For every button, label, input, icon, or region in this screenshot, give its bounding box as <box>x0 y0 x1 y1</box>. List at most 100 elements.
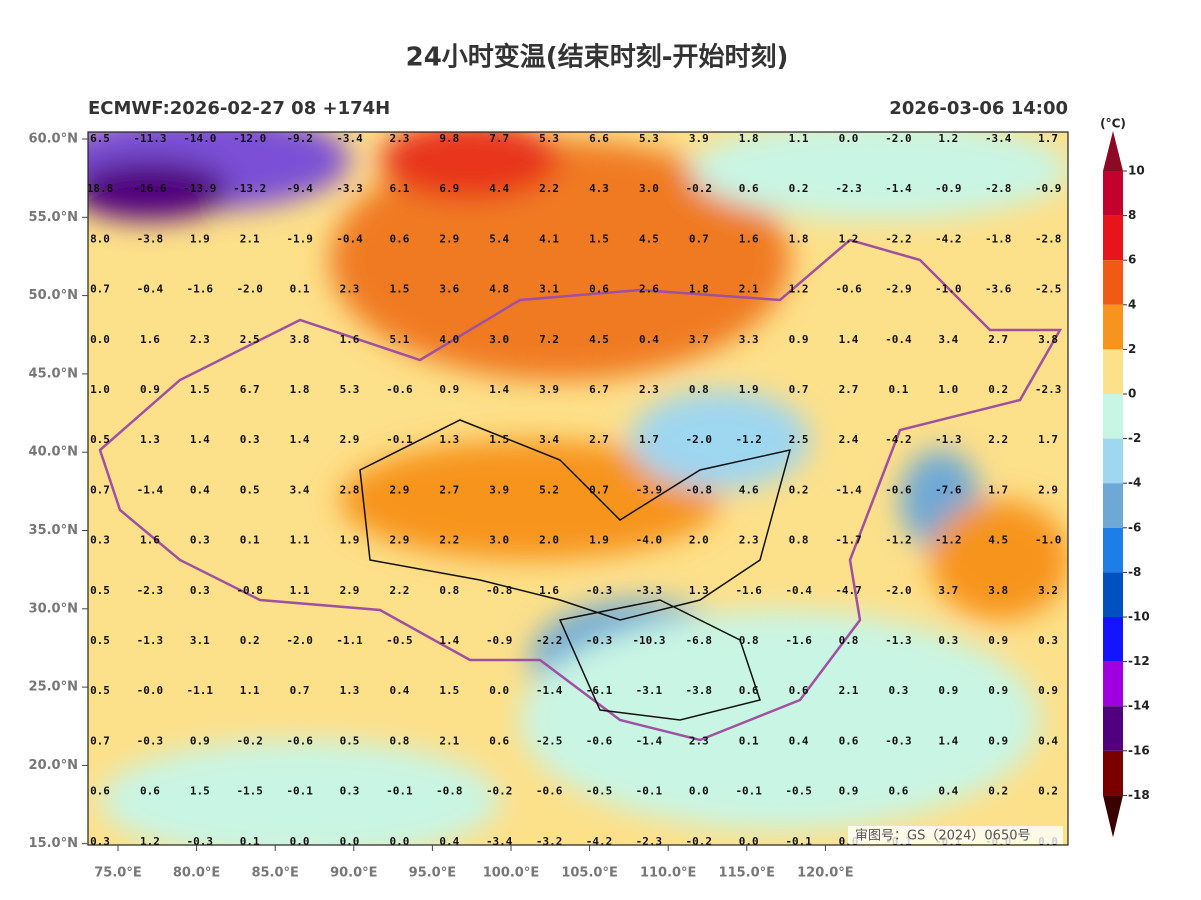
grid-value: -1.1 <box>336 634 363 647</box>
grid-value: 3.4 <box>290 483 310 496</box>
grid-value: -7.6 <box>935 483 962 496</box>
grid-value: 2.6 <box>639 283 659 296</box>
grid-value: 1.7 <box>1038 132 1058 145</box>
grid-value: 1.7 <box>639 433 659 446</box>
grid-value: 3.8 <box>290 333 310 346</box>
colorbar-label: 0 <box>1128 387 1136 401</box>
colorbar-box <box>1103 171 1123 216</box>
colorbar-label: 2 <box>1128 342 1136 356</box>
grid-value: -3.3 <box>636 584 663 597</box>
grid-value: -2.0 <box>885 584 912 597</box>
grid-value: 1.5 <box>489 433 509 446</box>
grid-value: -3.6 <box>985 283 1012 296</box>
grid-value: -1.4 <box>137 483 164 496</box>
grid-value: 0.8 <box>439 584 459 597</box>
grid-value: -1.4 <box>885 182 912 195</box>
lat-label: 50.0°N <box>29 288 78 303</box>
grid-value: 1.2 <box>789 283 809 296</box>
grid-value: -3.1 <box>636 684 663 697</box>
grid-value: 1.6 <box>140 534 160 547</box>
grid-value: 0.7 <box>589 483 609 496</box>
grid-value: 2.7 <box>839 383 859 396</box>
grid-value: 4.8 <box>489 283 509 296</box>
grid-value: 1.1 <box>290 534 310 547</box>
grid-value: 4.3 <box>589 182 609 195</box>
grid-value: 0.0 <box>389 835 409 848</box>
lat-label: 20.0°N <box>29 758 78 773</box>
grid-value: 3.7 <box>938 584 958 597</box>
grid-value: -0.2 <box>486 785 513 798</box>
grid-value: 2.7 <box>589 433 609 446</box>
grid-value: 0.6 <box>140 785 160 798</box>
grid-value: -0.6 <box>586 734 613 747</box>
grid-value: -2.3 <box>636 835 663 848</box>
grid-value: -13.2 <box>233 182 266 195</box>
grid-value: -0.6 <box>885 483 912 496</box>
grid-value: 0.0 <box>90 333 110 346</box>
grid-value: 3.8 <box>1038 333 1058 346</box>
grid-value: 0.1 <box>290 283 310 296</box>
grid-value: 1.4 <box>290 433 310 446</box>
lat-label: 45.0°N <box>29 366 78 381</box>
grid-value: -1.0 <box>935 283 962 296</box>
grid-value: -0.1 <box>636 785 663 798</box>
grid-value: 0.0 <box>340 835 360 848</box>
colorbar-label: -6 <box>1128 520 1141 534</box>
lat-label: 25.0°N <box>29 680 78 695</box>
grid-value: -2.3 <box>1035 383 1062 396</box>
grid-value: 4.5 <box>639 232 659 245</box>
grid-value: -2.5 <box>1035 283 1062 296</box>
grid-value: -0.4 <box>885 333 912 346</box>
grid-value: 1.9 <box>340 534 360 547</box>
grid-value: 1.7 <box>1038 433 1058 446</box>
grid-value: 0.0 <box>489 684 509 697</box>
grid-value: 4.0 <box>439 333 459 346</box>
grid-value: 1.0 <box>938 383 958 396</box>
review-number: 审图号：GS（2024）0650号 <box>855 829 1031 844</box>
grid-value: -9.4 <box>286 182 313 195</box>
grid-value: -1.3 <box>137 634 164 647</box>
grid-value: 0.9 <box>988 684 1008 697</box>
grid-value: 0.2 <box>789 483 809 496</box>
lon-label: 110.0°E <box>640 866 697 881</box>
grid-value: -3.4 <box>486 835 513 848</box>
grid-value: 1.9 <box>739 383 759 396</box>
colorbar-box <box>1103 527 1123 573</box>
grid-value: 2.9 <box>340 433 360 446</box>
grid-value: -0.3 <box>586 584 613 597</box>
grid-value: 2.7 <box>988 333 1008 346</box>
grid-value: 2.1 <box>240 232 260 245</box>
grid-value: 1.8 <box>290 383 310 396</box>
grid-value: 0.9 <box>1038 684 1058 697</box>
colorbar-box <box>1103 483 1123 528</box>
grid-value: 1.6 <box>739 232 759 245</box>
grid-value: -3.8 <box>137 232 164 245</box>
grid-value: -1.2 <box>885 534 912 547</box>
grid-value: -0.1 <box>286 785 313 798</box>
grid-value: -3.4 <box>336 132 363 145</box>
grid-value: 2.8 <box>340 483 360 496</box>
grid-value: 1.4 <box>190 433 210 446</box>
grid-value: 2.9 <box>1038 483 1058 496</box>
colorbar-label: -4 <box>1128 476 1141 490</box>
grid-value: -1.4 <box>835 483 862 496</box>
colorbar-box <box>1103 438 1123 484</box>
grid-value: 0.7 <box>90 734 110 747</box>
grid-value: -1.3 <box>935 433 962 446</box>
grid-value: 3.9 <box>689 132 709 145</box>
grid-value: 0.6 <box>90 785 110 798</box>
grid-value: 2.7 <box>439 483 459 496</box>
grid-value: 2.1 <box>839 684 859 697</box>
grid-value: 2.2 <box>389 584 409 597</box>
grid-value: -0.2 <box>236 734 263 747</box>
grid-value: 0.6 <box>789 684 809 697</box>
colorbar-label: 8 <box>1128 208 1136 222</box>
grid-value: -0.5 <box>386 634 413 647</box>
grid-value: 1.4 <box>489 383 509 396</box>
grid-value: -1.6 <box>735 584 762 597</box>
grid-value: 4.1 <box>539 232 559 245</box>
grid-value: 2.0 <box>539 534 559 547</box>
grid-value: 1.2 <box>839 232 859 245</box>
grid-value: 8.0 <box>90 232 110 245</box>
grid-value: 0.0 <box>739 835 759 848</box>
